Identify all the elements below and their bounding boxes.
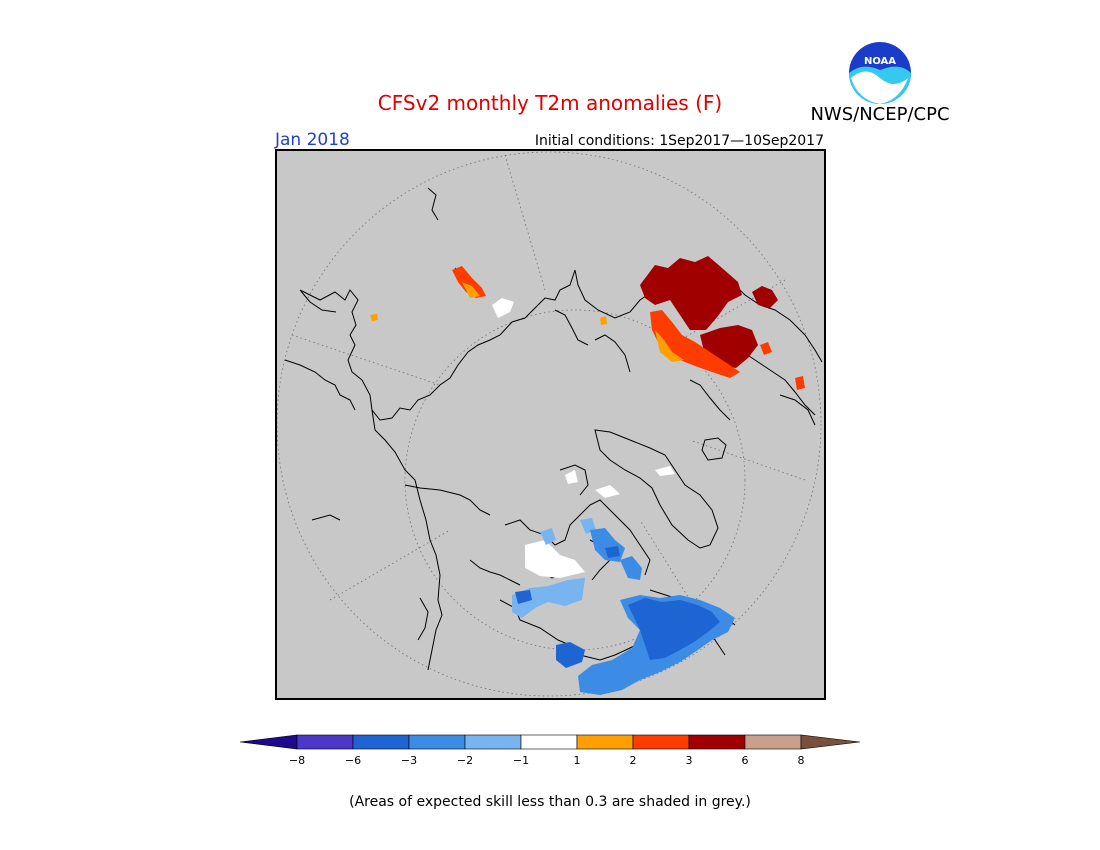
colorbar-tick-label: 3 [686, 754, 693, 767]
map-panel [275, 149, 826, 700]
map-background [276, 150, 825, 699]
colorbar-tick-label: 6 [742, 754, 749, 767]
colorbar-tick-label: −2 [457, 754, 473, 767]
colorbar-arrow-low [239, 734, 298, 750]
map-frame [275, 149, 826, 700]
colorbar-tick-labels: −8 −6 −3 −2 −1 1 2 3 6 8 [289, 754, 805, 767]
colorbar-swatch [464, 734, 522, 750]
colorbar-swatches [239, 734, 861, 750]
initial-conditions: Initial conditions: 1Sep2017—10Sep2017 [535, 133, 824, 149]
skill-footnote: (Areas of expected skill less than 0.3 a… [349, 794, 751, 810]
colorbar-swatch [688, 734, 746, 750]
target-month: Jan 2018 [274, 130, 350, 150]
colorbar-tick-label: −6 [345, 754, 361, 767]
noaa-logo: NOAA [849, 42, 911, 104]
colorbar-swatch [296, 734, 354, 750]
colorbar-swatch [576, 734, 634, 750]
colorbar-tick-label: 2 [630, 754, 637, 767]
colorbar-swatch [520, 734, 578, 750]
colorbar-swatch [352, 734, 410, 750]
noaa-logo-text: NOAA [864, 56, 896, 67]
anomaly-patches [370, 256, 805, 695]
colorbar-tick-label: −1 [513, 754, 529, 767]
colorbar-tick-label: −8 [289, 754, 305, 767]
colorbar-swatch [744, 734, 802, 750]
colorbar-swatch [408, 734, 466, 750]
colorbar-tick-label: 8 [798, 754, 805, 767]
agency-label: NWS/NCEP/CPC [810, 104, 949, 125]
colorbar-swatch [632, 734, 690, 750]
colorbar-tick-label: 1 [574, 754, 581, 767]
colorbar-tick-label: −3 [401, 754, 417, 767]
map-title: CFSv2 monthly T2m anomalies (F) [378, 91, 722, 115]
colorbar: −8 −6 −3 −2 −1 1 2 3 6 8 [239, 734, 861, 767]
colorbar-arrow-high [800, 734, 861, 750]
